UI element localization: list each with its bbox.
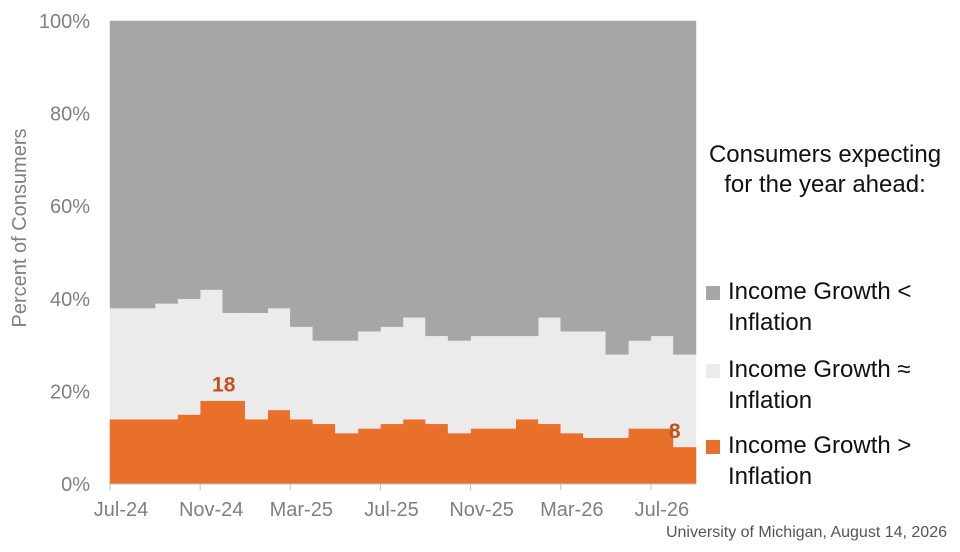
legend-item-income-below-inflation: Income Growth < Inflation — [706, 276, 956, 346]
y-axis-label: Percent of Consumers — [9, 129, 31, 328]
x-tick-label: Nov-24 — [179, 499, 243, 521]
legend-label: Income Growth > Inflation — [728, 432, 912, 490]
y-tick-label: 80% — [50, 104, 90, 126]
legend-swatch — [706, 440, 720, 454]
legend-item-income-above-inflation: Income Growth > Inflation — [706, 430, 956, 500]
legend-swatch — [706, 364, 720, 378]
data-label: 8 — [669, 420, 681, 443]
y-tick-label: 40% — [50, 289, 90, 311]
x-tick-label: Jul-24 — [94, 499, 148, 521]
area-series-income-growth-lt-inflation — [109, 20, 697, 355]
data-label: 18 — [212, 374, 236, 397]
x-tick-label: Jul-25 — [364, 499, 418, 521]
series-layer — [109, 20, 697, 485]
data-label-layer: 18 8 — [212, 374, 681, 443]
y-tick-label: 20% — [50, 381, 90, 403]
axis-layer: 0% 20% 40% 60% 80% 100% Jul-24 Nov-24 Mar-25 Jul-… — [39, 11, 696, 521]
x-tick-label: Jul-26 — [635, 499, 689, 521]
legend-swatch — [706, 286, 720, 300]
x-tick-label: Nov-25 — [449, 499, 513, 521]
x-tick-label: Mar-26 — [540, 499, 603, 521]
legend-label: Income Growth ≈ Inflation — [728, 356, 911, 414]
x-tick-label: Mar-25 — [270, 499, 333, 521]
legend-label: Income Growth < Inflation — [728, 278, 912, 336]
legend-title: Consumers expecting for the year ahead: — [708, 141, 942, 198]
legend-item-income-matches-inflation: Income Growth ≈ Inflation — [706, 354, 956, 424]
y-tick-label: 0% — [61, 474, 90, 496]
source-note: University of Michigan, August 14, 2026 — [665, 524, 947, 541]
y-tick-label: 100% — [39, 11, 90, 33]
y-tick-label: 60% — [50, 196, 90, 218]
